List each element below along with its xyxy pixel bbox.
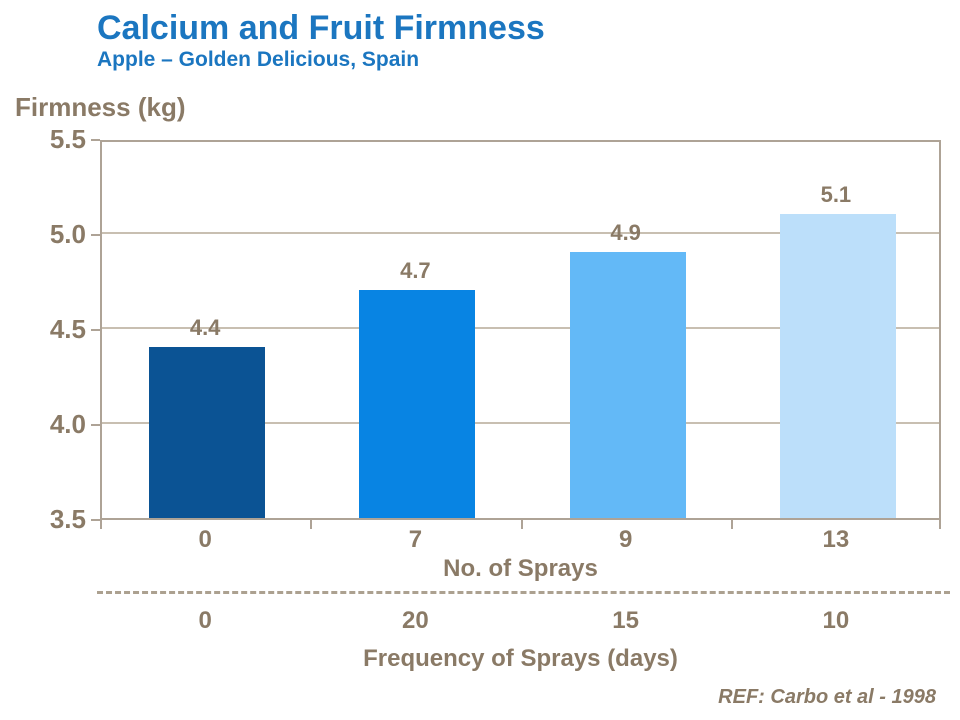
y-tick-mark: [91, 139, 100, 141]
bar-value-label: 4.9: [610, 220, 641, 245]
gridline-4.5: [102, 327, 939, 329]
chart-subtitle: Apple – Golden Delicious, Spain: [97, 48, 420, 71]
x-tick-label-primary: 0: [198, 526, 212, 553]
y-tick-label: 3.5: [49, 504, 86, 534]
gridline-5: [102, 232, 939, 234]
y-axis-title: Firmness (kg): [15, 92, 186, 122]
y-tick-mark: [91, 424, 100, 426]
bar-value-label: 4.4: [189, 315, 221, 340]
x-tick-mark: [939, 520, 941, 529]
y-tick-mark: [91, 234, 100, 236]
bar-sprays-13: [779, 214, 896, 518]
x-tick-mark: [310, 520, 313, 529]
x-tick-label-secondary: 0: [198, 607, 212, 634]
y-tick-label: 5.0: [49, 219, 86, 249]
y-tick-label: 4.0: [49, 409, 86, 439]
bar-value-label: 4.7: [400, 258, 431, 283]
y-tick-label: 5.5: [49, 124, 86, 154]
bar-sprays-9: [569, 252, 686, 518]
plot-area: [100, 140, 941, 520]
x-tick-label-secondary: 20: [402, 607, 429, 634]
x-axis-title-primary: No. of Sprays: [443, 555, 598, 582]
gridline-4: [102, 422, 939, 424]
y-tick-label: 4.5: [49, 314, 86, 344]
reference-text: REF: Carbo et al - 1998: [718, 686, 936, 708]
bar-sprays-7: [359, 290, 476, 518]
x-tick-mark: [520, 520, 523, 529]
x-tick-label-secondary: 10: [822, 607, 850, 634]
bar-sprays-0: [149, 347, 266, 518]
x-tick-label-primary: 9: [618, 526, 633, 553]
y-tick-mark: [91, 519, 100, 521]
x-tick-label-primary: 13: [822, 526, 850, 553]
chart-title: Calcium and Fruit Firmness: [97, 9, 545, 47]
bar-value-label: 5.1: [820, 182, 852, 207]
x-tick-mark: [730, 520, 733, 529]
separator-dashed-line: [97, 591, 950, 594]
x-tick-label-primary: 7: [408, 526, 423, 553]
x-tick-label-secondary: 15: [612, 607, 639, 634]
x-tick-mark: [100, 520, 102, 529]
x-axis-title-secondary: Frequency of Sprays (days): [363, 645, 678, 672]
y-tick-mark: [91, 329, 100, 331]
